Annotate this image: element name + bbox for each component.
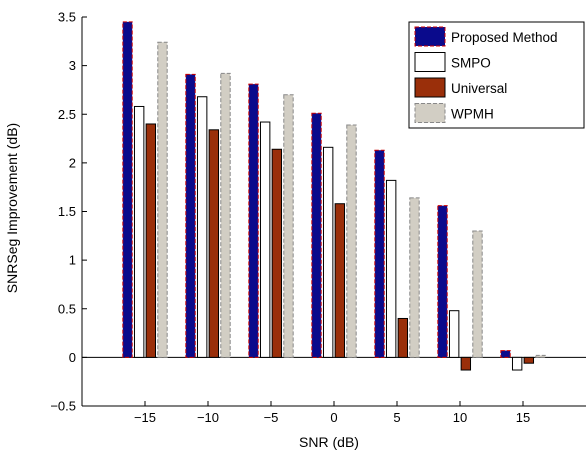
bar-wpmh xyxy=(535,354,546,358)
x-axis-title: SNR (dB) xyxy=(299,434,359,450)
y-tick-label: 2.5 xyxy=(58,107,76,122)
bar-universal xyxy=(145,123,157,358)
bar-proposed-method xyxy=(122,21,133,358)
x-tick-label: 10 xyxy=(453,410,467,425)
bar-smpo xyxy=(448,310,460,358)
y-tick-label: −0.5 xyxy=(50,399,76,414)
y-tick-label: 3 xyxy=(69,58,76,73)
legend: Proposed Method SMPO Universal WPMH xyxy=(408,21,585,129)
bar-smpo xyxy=(511,356,523,371)
bar-wpmh xyxy=(472,230,483,358)
bar-wpmh xyxy=(346,124,357,358)
bar-smpo xyxy=(196,96,208,358)
y-tick-label: 1 xyxy=(69,253,76,268)
bar-smpo xyxy=(133,105,145,358)
bar-universal xyxy=(208,129,220,358)
x-tick-label: −10 xyxy=(197,410,219,425)
bar-universal xyxy=(523,356,535,364)
bar-proposed-method xyxy=(248,83,259,358)
bar-universal xyxy=(397,317,409,358)
legend-swatch xyxy=(414,77,446,98)
legend-label: SMPO xyxy=(451,56,491,71)
x-tick-label: 5 xyxy=(393,410,400,425)
bar-wpmh xyxy=(220,72,231,358)
y-tick-label: 3.5 xyxy=(58,10,76,25)
bar-universal xyxy=(460,356,472,371)
x-tick-label: 15 xyxy=(516,410,530,425)
x-tick-label: 0 xyxy=(330,410,337,425)
bar-proposed-method xyxy=(437,205,448,358)
bar-proposed-method xyxy=(500,350,511,358)
bar-universal xyxy=(271,148,283,358)
legend-label: Proposed Method xyxy=(451,30,558,45)
bar-proposed-method xyxy=(374,149,385,358)
x-tick-label: −5 xyxy=(264,410,279,425)
bar-wpmh xyxy=(157,41,168,358)
y-tick-label: 0.5 xyxy=(58,301,76,316)
legend-swatch xyxy=(414,52,446,72)
legend-swatch xyxy=(414,103,446,123)
x-tick-label: −15 xyxy=(134,410,156,425)
legend-swatch xyxy=(414,26,446,47)
y-axis-title: SNRSeg Improvement (dB) xyxy=(4,123,20,293)
y-tick-label: 1.5 xyxy=(58,204,76,219)
bar-smpo xyxy=(322,146,334,358)
legend-label: Universal xyxy=(451,81,507,96)
y-tick-label: 2 xyxy=(69,155,76,170)
bar-smpo xyxy=(259,121,271,358)
bar-wpmh xyxy=(409,197,420,358)
y-tick-label: 0 xyxy=(69,350,76,365)
plot-area: −0.5 0 0.5 1 1.5 2 2.5 3 3.5 −15 −10 −5 0 5 10 15 xyxy=(50,10,586,425)
legend-label: WPMH xyxy=(451,107,494,122)
bar-wpmh xyxy=(283,94,294,358)
bar-proposed-method xyxy=(311,112,322,358)
bar-smpo xyxy=(385,179,397,358)
bar-proposed-method xyxy=(185,73,196,358)
bar-universal xyxy=(334,203,346,358)
